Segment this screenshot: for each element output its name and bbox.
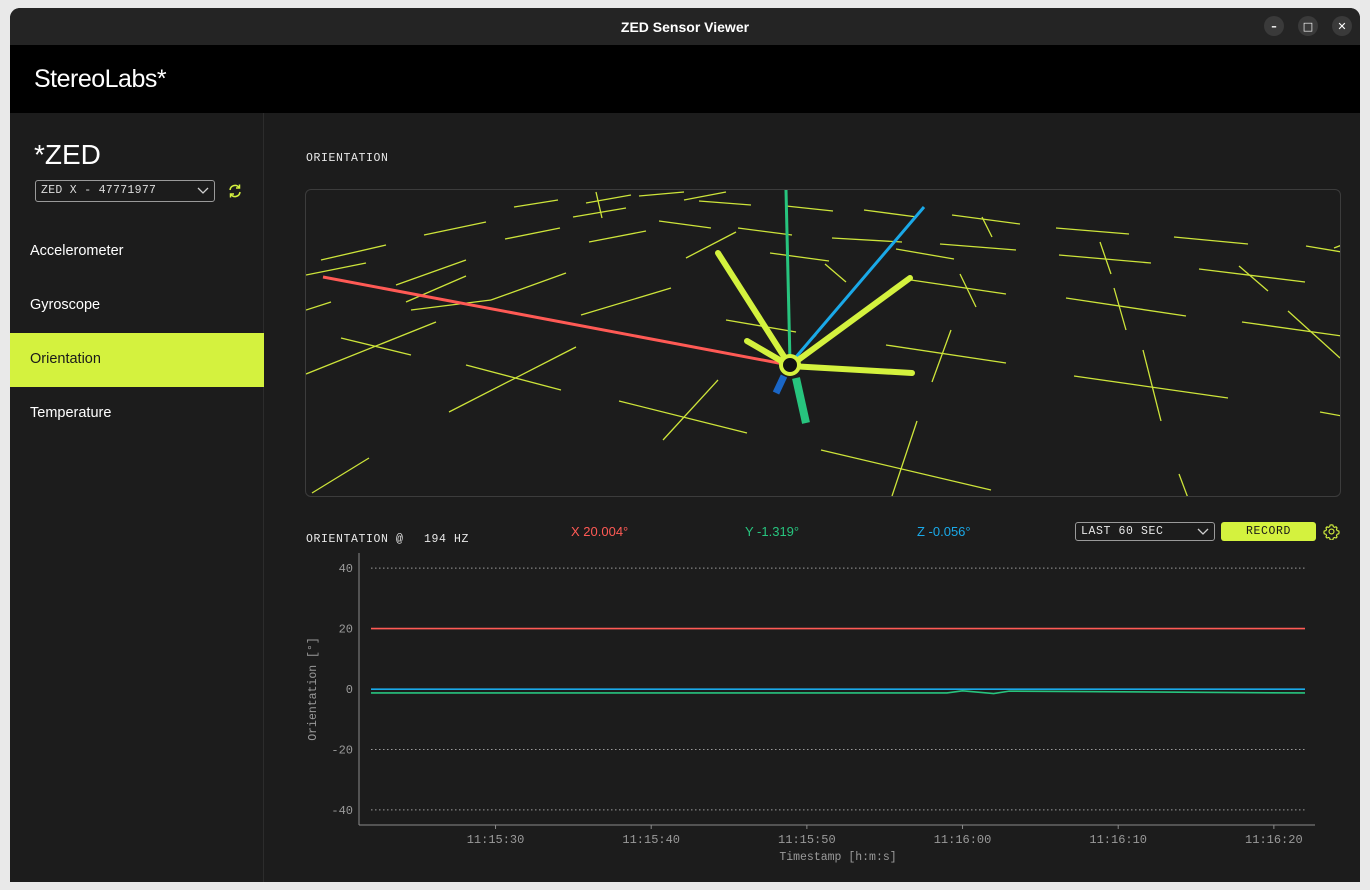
refresh-icon[interactable]: [227, 183, 243, 199]
x-tick-label: 11:16:10: [1089, 833, 1147, 847]
z-value: Z -0.056°: [917, 524, 971, 539]
close-button[interactable]: ✕: [1332, 16, 1352, 36]
sidebar-item-label: Accelerometer: [30, 243, 124, 259]
app-window: ZED Sensor Viewer – □ ✕ StereoLabs* *ZED…: [10, 8, 1360, 882]
x-tick-label: 11:15:30: [467, 833, 525, 847]
orientation-chart[interactable]: 40 20 0 -20 -40 11:15:30 11:15:40 11:15:50 11:16…: [305, 553, 1325, 873]
orientation-3d-scene: [306, 190, 1340, 496]
record-button-label: RECORD: [1245, 525, 1291, 538]
orientation-3d-view[interactable]: [305, 189, 1341, 497]
readout-label: ORIENTATION @: [306, 533, 404, 546]
sidebar-item-label: Temperature: [30, 405, 112, 421]
x-value: X 20.004°: [571, 524, 629, 539]
device-select[interactable]: ZED X - 47771977: [35, 180, 215, 202]
series-line-y: [371, 690, 1306, 695]
y-axis-neg-line: [792, 377, 810, 424]
minimize-button[interactable]: –: [1264, 16, 1284, 36]
z-axis-neg-line: [772, 374, 788, 395]
y-tick-label: 20: [339, 623, 353, 637]
x-tick-label: 11:15:40: [622, 833, 680, 847]
y-axis-title: Orientation [°]: [307, 637, 320, 741]
title-bar: ZED Sensor Viewer – □ ✕: [10, 8, 1360, 45]
sidebar-item-label: Orientation: [30, 351, 101, 367]
orientation-axes: [322, 190, 926, 424]
x-tick-label: 11:15:50: [778, 833, 836, 847]
record-button[interactable]: RECORD: [1221, 522, 1316, 541]
device-select-value: ZED X - 47771977: [41, 184, 157, 197]
camera-frame: [715, 250, 915, 376]
time-range-select[interactable]: LAST 60 SEC: [1075, 522, 1215, 541]
app-header: StereoLabs*: [10, 45, 1360, 113]
sample-rate: 194 HZ: [424, 533, 470, 546]
sidebar: *ZED ZED X - 47771977 Accelerometer Gyro…: [10, 113, 264, 882]
sidebar-item-gyroscope[interactable]: Gyroscope: [10, 279, 264, 333]
y-tick-label: -40: [331, 804, 353, 818]
y-value: Y -1.319°: [745, 524, 800, 539]
window-title: ZED Sensor Viewer: [620, 18, 750, 35]
sidebar-item-temperature[interactable]: Temperature: [10, 387, 264, 441]
x-tick-label: 11:16:00: [934, 833, 992, 847]
y-tick-label: -20: [331, 743, 353, 757]
y-tick-label: 40: [339, 562, 353, 576]
ground-grid: [306, 191, 1340, 496]
maximize-button[interactable]: □: [1298, 16, 1318, 36]
brand-logo: StereoLabs*: [34, 65, 167, 93]
time-range-value: LAST 60 SEC: [1081, 525, 1164, 538]
device-title: *ZED: [34, 139, 101, 170]
chevron-down-icon: [197, 187, 209, 194]
sidebar-item-orientation[interactable]: Orientation: [10, 333, 264, 387]
y-tick-label: 0: [346, 683, 353, 697]
gear-icon[interactable]: [1323, 523, 1340, 540]
chevron-down-icon: [1197, 528, 1209, 535]
x-axis-line: [322, 275, 790, 367]
x-axis-title: Timestamp [h:m:s]: [779, 851, 896, 864]
x-tick-label: 11:16:20: [1245, 833, 1303, 847]
z-axis-line: [788, 206, 926, 365]
sidebar-item-accelerometer[interactable]: Accelerometer: [10, 225, 264, 279]
y-axis-line: [784, 190, 792, 363]
camera-origin: [779, 354, 801, 376]
main-panel: ORIENTATION: [265, 113, 1360, 882]
sidebar-item-label: Gyroscope: [30, 297, 101, 313]
section-title: ORIENTATION: [306, 152, 389, 165]
